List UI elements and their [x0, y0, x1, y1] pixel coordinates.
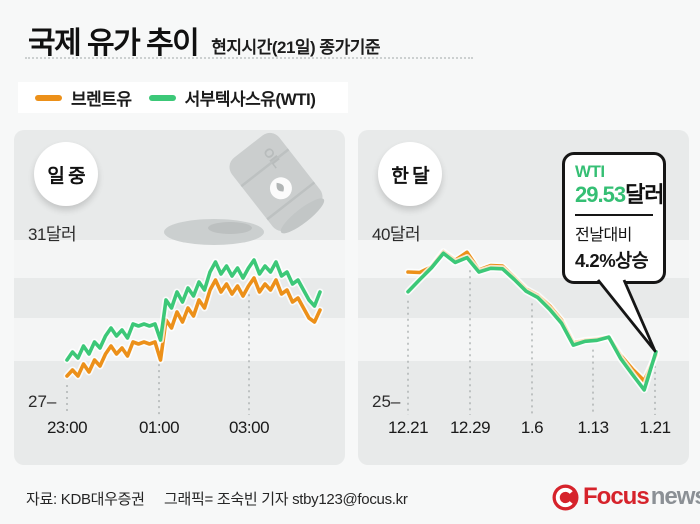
wti-price-callout: WTI 29.53달러 전날대비 4.2%상승 [562, 152, 666, 284]
focusnews-logo-icon [552, 484, 579, 510]
oil-drop-icon [276, 182, 284, 192]
x-tick-label: 01:00 [138, 418, 180, 437]
brent-legend-swatch [35, 94, 62, 101]
logo-swirl [555, 487, 573, 507]
legend: 브렌트유 서부텍사스유(WTI) [18, 82, 348, 113]
header-divider [25, 57, 473, 59]
monthly-y-top-label: 40달러 [372, 225, 421, 244]
page-subtitle: 현지시간(21일) 종가기준 [211, 38, 380, 57]
page-title: 국제 유가 추이 [28, 27, 200, 60]
wti-legend-label: 서부텍사스유(WTI) [184, 90, 316, 109]
callout-change-value: 4.2%상승 [575, 250, 649, 272]
monthly-line-chart [404, 248, 660, 415]
callout-price-unit: 달러 [625, 182, 664, 207]
intraday-y-top-label: 31달러 [28, 225, 77, 244]
callout-price-value: 29.53 [575, 182, 626, 207]
callout-pointer-triangle [596, 279, 657, 353]
x-tick-label: 12.21 [387, 418, 429, 437]
wti-price-line [406, 251, 658, 392]
callout-divider [575, 214, 653, 217]
wti-price-line [65, 258, 322, 362]
x-tick-label: 23:00 [46, 418, 88, 437]
header: 국제 유가 추이 현지시간(21일) 종가기준 [28, 18, 380, 62]
callout-price: 29.53달러 [575, 182, 665, 208]
logo-text-focus: Focus [583, 483, 650, 510]
callout-change-label: 전날대비 [575, 227, 632, 245]
x-tick-label: 12.29 [449, 418, 491, 437]
oil-barrel: OIL [229, 132, 325, 234]
intraday-line-chart [63, 256, 324, 415]
monthly-y-bottom-label: 25– [372, 392, 401, 411]
x-tick-label: 1.21 [639, 418, 671, 437]
x-tick-label: 1.6 [520, 418, 544, 437]
intraday-chart-panel: OIL 일 중 31달러 27– 23:00 01:00 03:00 [14, 130, 345, 465]
monthly-chart-panel: 한 달 40달러 25– WTI 29.53달러 전날대비 4.2%상승 12.… [358, 130, 689, 465]
barrel-opening [280, 198, 325, 234]
callout-pointer [596, 279, 657, 353]
logo-text-news: news [650, 483, 700, 510]
intraday-y-bottom-label: 27– [28, 392, 57, 411]
focusnews-logo: Focus news [552, 483, 700, 511]
brent-legend-label: 브렌트유 [71, 90, 132, 109]
intraday-badge: 일 중 [34, 142, 98, 206]
footer-source: 자료: KDB대우증권 [26, 491, 145, 508]
callout-series-name: WTI [575, 162, 605, 181]
monthly-badge: 한 달 [378, 142, 442, 206]
barrel-ribs [240, 148, 316, 221]
brent-price-line [65, 276, 322, 378]
x-tick-label: 03:00 [228, 418, 270, 437]
wti-legend-swatch [148, 94, 176, 101]
x-tick-label: 1.13 [577, 418, 609, 437]
oil-spill-dark [208, 222, 252, 234]
footer-credit: 그래픽= 조숙빈 기자 stby123@focus.kr [164, 491, 408, 508]
oil-barrel-illustration: OIL [164, 132, 325, 245]
